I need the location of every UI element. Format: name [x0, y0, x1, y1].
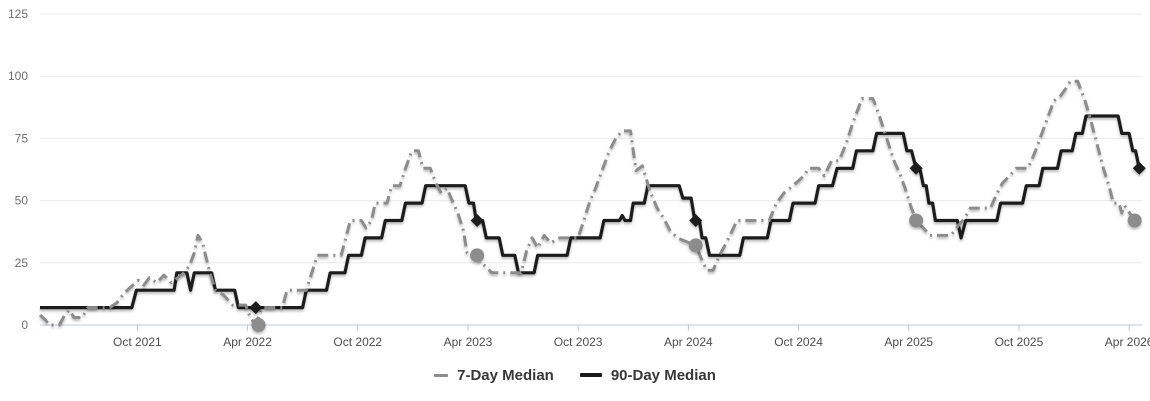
- x-axis-label: Oct 2023: [554, 335, 603, 349]
- y-axis-label-25: 25: [15, 256, 29, 270]
- y-axis-label-125: 125: [8, 7, 28, 21]
- x-axis-label: Apr 2022: [223, 335, 272, 349]
- legend-item-90-day-median[interactable]: 90-Day Median: [579, 366, 716, 384]
- diamond-marker: [1132, 161, 1146, 175]
- circle-marker: [909, 213, 924, 228]
- legend-label: 7-Day Median: [457, 366, 554, 384]
- y-axis-label-100: 100: [8, 69, 28, 83]
- diamond-marker: [689, 214, 703, 228]
- x-axis-label: Apr 2024: [664, 335, 713, 349]
- series-line-90-day-median: [40, 114, 1141, 310]
- circle-marker: [251, 318, 266, 332]
- step-line-chart: 0 25 50 75 100 125 Oct 2021 Apr 2022 Oct 2022 Apr…: [8, 7, 1150, 349]
- solid-line-swatch-icon: [579, 373, 602, 377]
- circle-marker: [1127, 213, 1142, 228]
- x-axis-label: Oct 2025: [995, 335, 1044, 349]
- x-axis-label: Oct 2024: [774, 335, 823, 349]
- diamond-marker: [909, 161, 923, 175]
- diamond-marker: [249, 301, 263, 315]
- x-axis-label: Oct 2022: [333, 335, 382, 349]
- series-markers-7-day-median: [251, 213, 1142, 332]
- x-axis-label: Apr 2025: [884, 335, 933, 349]
- x-axis-label: Oct 2021: [113, 335, 162, 349]
- dashed-line-swatch-icon: [434, 373, 449, 377]
- legend: 7-Day Median 90-Day Median: [0, 360, 1150, 390]
- y-axis-label-50: 50: [15, 194, 29, 208]
- legend-item-7-day-median[interactable]: 7-Day Median: [434, 367, 554, 384]
- series-line-7-day-median: [38, 79, 1140, 327]
- circle-marker: [688, 238, 703, 253]
- x-axis-label: Apr 2026: [1105, 335, 1150, 349]
- x-axis-label: Apr 2023: [444, 335, 493, 349]
- legend-label: 90-Day Median: [610, 366, 716, 384]
- y-axis-label-75: 75: [15, 131, 29, 145]
- series-markers-90-day-median: [249, 161, 1146, 315]
- circle-marker: [470, 248, 485, 263]
- diamond-marker: [470, 214, 484, 228]
- y-axis-label-0: 0: [21, 318, 28, 332]
